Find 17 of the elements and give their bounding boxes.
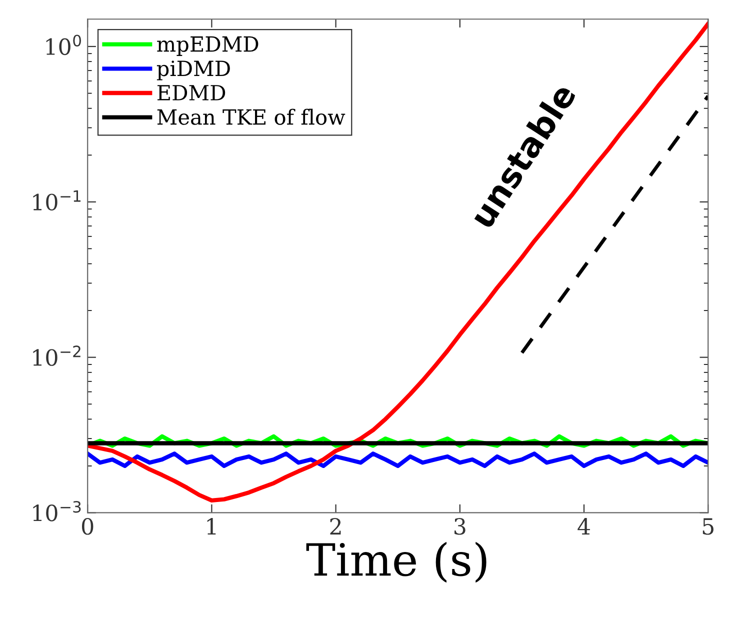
y-tick-label: 10$^{−2}$ [33,346,80,366]
x-tick-label: 0 [82,518,94,535]
x-tick-label: 4 [578,518,590,534]
legend-label: EDMD [158,85,226,100]
line-series [88,452,708,468]
y-tick-label: 10$^{−3}$ [33,500,81,522]
y-tick-label: 10$^{0}$ [46,34,81,56]
legend-label: mpEDMD [157,36,258,56]
legend-label: piDMD [156,60,230,80]
x-tick-label: 3 [454,518,466,535]
legend-label: Mean TKE of flow [157,108,346,125]
x-tick-label: 5 [702,518,714,535]
line-series [88,22,708,503]
x-axis-title: Time (s) [306,542,486,583]
y-tick-label: 10$^{−1}$ [33,190,80,211]
x-tick-label: 2 [330,518,341,534]
x-tick-label: 1 [207,518,216,534]
